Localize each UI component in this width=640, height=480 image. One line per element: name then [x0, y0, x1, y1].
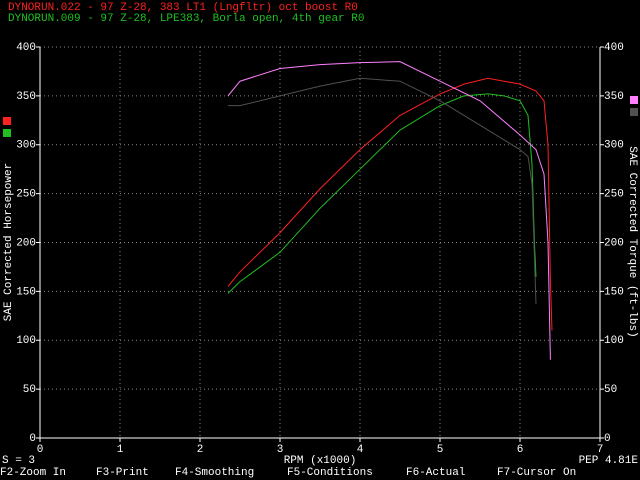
function-key[interactable]: F5-Conditions [287, 467, 373, 479]
y-tick-label: 0 [29, 433, 36, 445]
data-line [227, 61, 551, 360]
data-line [227, 77, 553, 331]
x-tick-label: 5 [437, 444, 444, 456]
y-tick-label: 200 [16, 237, 36, 249]
legend-swatch [630, 96, 638, 104]
y2-tick-label: 100 [604, 335, 624, 347]
y-tick-label: 100 [16, 335, 36, 347]
function-key[interactable]: F7-Cursor On [497, 467, 576, 479]
x-axis-label: RPM (x1000) [284, 455, 357, 467]
y-tick-label: 300 [16, 140, 36, 152]
y2-tick-label: 150 [604, 286, 624, 298]
x-tick-label: 2 [197, 444, 204, 456]
pep-label: PEP 4.81E [579, 455, 639, 467]
y2-axis-label: SAE Corrected Torque (ft-lbs) [626, 146, 638, 337]
function-key[interactable]: F2-Zoom In [0, 467, 66, 479]
x-tick-label: 6 [517, 444, 524, 456]
y-tick-label: 250 [16, 189, 36, 201]
function-key[interactable]: F3-Print [96, 467, 149, 479]
y2-tick-label: 350 [604, 91, 624, 103]
y2-tick-label: 250 [604, 189, 624, 201]
data-line [228, 77, 537, 305]
function-key[interactable]: F6-Actual [406, 467, 465, 479]
y-tick-label: 400 [16, 42, 36, 54]
data-line [227, 93, 537, 294]
y-axis-label: SAE Corrected Horsepower [3, 163, 15, 321]
smoothing-label: S = 3 [2, 455, 35, 467]
header-line: DYNORUN.009 - 97 Z-28, LPE383, Borla ope… [8, 13, 364, 25]
x-tick-label: 4 [357, 444, 364, 456]
y-tick-label: 350 [16, 91, 36, 103]
legend-swatch [3, 129, 11, 137]
x-tick-label: 3 [277, 444, 284, 456]
y2-tick-label: 50 [604, 384, 617, 396]
header-line: DYNORUN.022 - 97 Z-28, 383 LT1 (Lngfltr)… [8, 2, 358, 14]
legend-swatch [630, 108, 638, 116]
x-tick-label: 7 [597, 444, 604, 456]
legend-swatch [3, 117, 11, 125]
y2-tick-label: 400 [604, 42, 624, 54]
y2-tick-label: 300 [604, 140, 624, 152]
function-key[interactable]: F4-Smoothing [175, 467, 254, 479]
x-tick-label: 0 [37, 444, 44, 456]
y2-tick-label: 0 [604, 433, 611, 445]
y-tick-label: 150 [16, 286, 36, 298]
y2-tick-label: 200 [604, 237, 624, 249]
x-tick-label: 1 [117, 444, 124, 456]
y-tick-label: 50 [23, 384, 36, 396]
